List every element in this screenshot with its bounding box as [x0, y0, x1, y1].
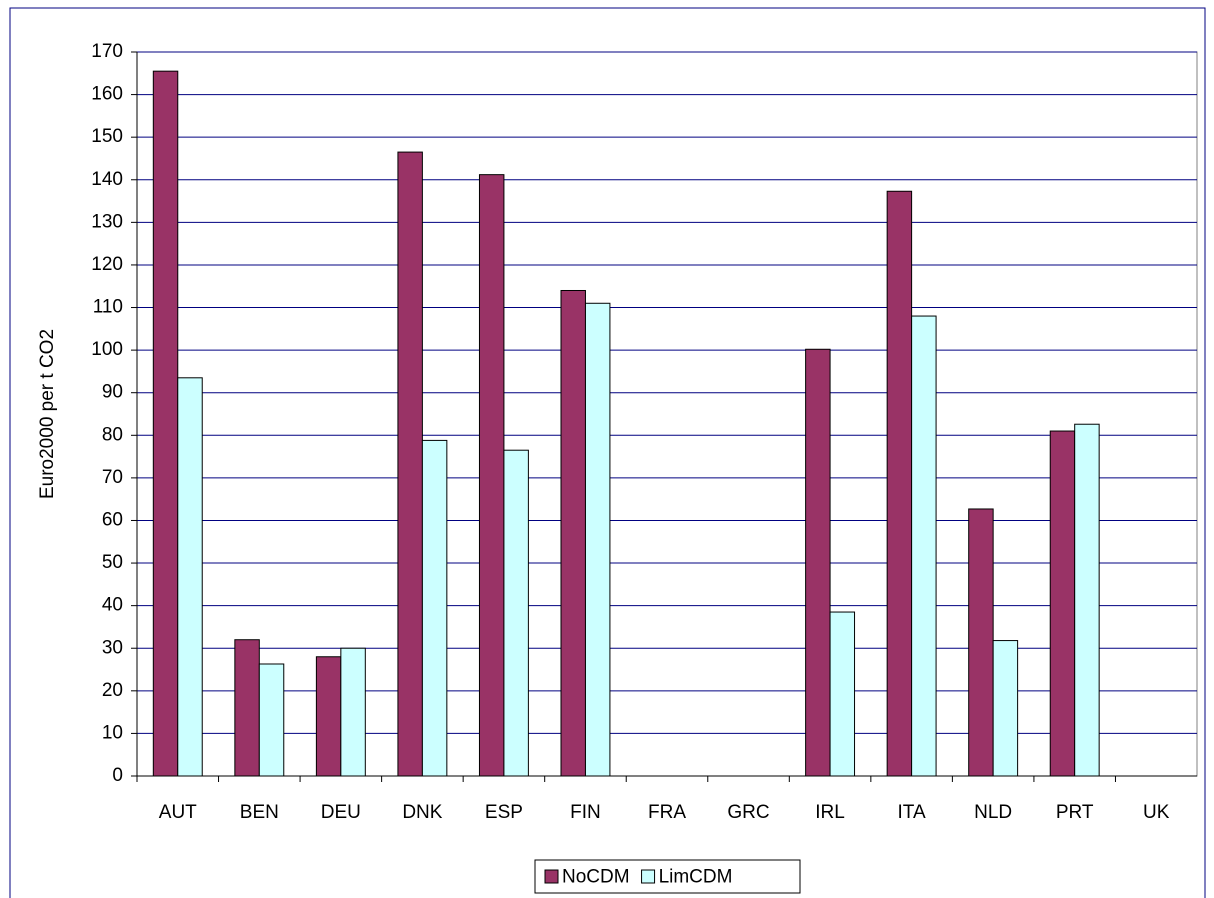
y-tick-label: 70	[102, 467, 123, 488]
x-tick-label: PRT	[1056, 802, 1094, 823]
y-tick-label: 20	[102, 680, 123, 701]
y-tick-label: 50	[102, 552, 123, 573]
y-tick-label: 40	[102, 595, 123, 616]
legend-label: NoCDM	[562, 867, 630, 888]
x-tick-label: GRC	[727, 802, 769, 823]
legend-swatch	[544, 869, 559, 884]
plot-area	[136, 51, 1198, 777]
y-tick-label: 100	[91, 339, 123, 360]
y-tick-label: 90	[102, 382, 123, 403]
bar	[315, 656, 342, 777]
y-axis-label: Euro2000 per t CO2	[37, 329, 58, 499]
y-tick-label: 150	[91, 126, 123, 147]
y-tick-label: 160	[91, 84, 123, 105]
legend-swatch	[641, 869, 656, 884]
y-tick-label: 120	[91, 254, 123, 275]
y-tick-label: 10	[102, 722, 123, 743]
legend-box	[534, 859, 801, 894]
bar	[177, 377, 203, 777]
x-tick-label: BEN	[240, 802, 279, 823]
legend-label: LimCDM	[659, 867, 733, 888]
x-tick-label: IRL	[815, 802, 845, 823]
bar	[805, 348, 831, 777]
y-tick-label: 130	[91, 211, 123, 232]
bar	[258, 663, 285, 777]
bar	[340, 647, 366, 777]
x-tick-label: AUT	[159, 802, 197, 823]
bar	[560, 289, 586, 777]
x-tick-label: NLD	[974, 802, 1012, 823]
x-tick-label: ESP	[485, 802, 523, 823]
bar	[397, 151, 423, 777]
x-tick-label: UK	[1143, 802, 1170, 823]
bar	[992, 640, 1019, 777]
bar	[1049, 430, 1076, 777]
bar	[968, 508, 994, 777]
bar	[886, 190, 913, 777]
y-tick-label: 170	[91, 41, 123, 62]
y-tick-label: 0	[112, 765, 123, 786]
y-tick-label: 30	[102, 637, 123, 658]
y-tick-label: 80	[102, 424, 123, 445]
chart-border	[9, 7, 1206, 898]
x-tick-label: ITA	[898, 802, 926, 823]
bar	[911, 315, 937, 777]
bar	[584, 302, 611, 777]
y-tick-label: 110	[93, 297, 123, 318]
bar	[421, 439, 448, 777]
bar	[1074, 423, 1100, 777]
bar	[478, 174, 505, 777]
x-tick-label: DNK	[402, 802, 442, 823]
x-tick-label: FIN	[570, 802, 601, 823]
x-tick-label: DEU	[321, 802, 361, 823]
y-tick-label: 140	[91, 169, 123, 190]
x-tick-label: FRA	[648, 802, 686, 823]
bar	[152, 70, 179, 777]
y-tick-label: 60	[102, 509, 123, 530]
bar	[503, 449, 529, 777]
bar	[829, 611, 856, 777]
bar	[234, 639, 260, 777]
